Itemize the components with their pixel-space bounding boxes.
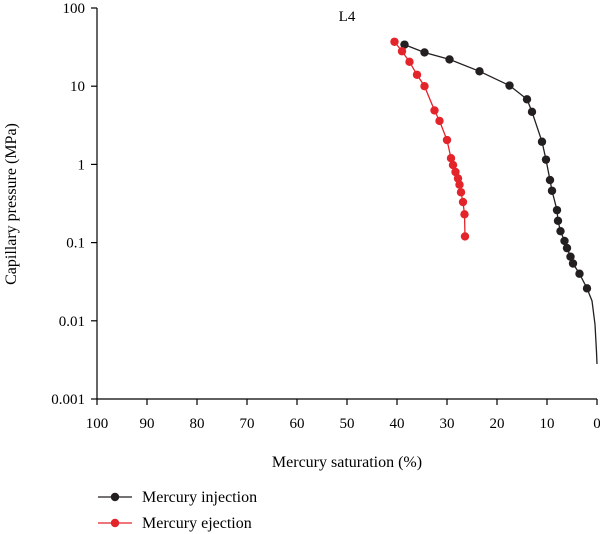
- data-point-injection: [475, 67, 484, 76]
- x-tick-label: 70: [240, 416, 255, 432]
- x-tick-label: 50: [340, 416, 355, 432]
- x-tick-label: 80: [190, 416, 205, 432]
- y-tick-label: 0.1: [66, 236, 85, 252]
- data-point-ejection: [446, 154, 456, 163]
- x-tick-label: 60: [290, 416, 305, 432]
- data-point-ejection: [456, 188, 466, 197]
- x-tick-label: 10: [540, 416, 555, 432]
- x-tick-label: 100: [86, 416, 109, 432]
- x-tick-label: 0: [593, 416, 600, 432]
- data-point-ejection: [451, 167, 460, 177]
- data-point-ejection: [430, 106, 439, 115]
- legend-label: Mercury injection: [142, 489, 257, 506]
- data-point-injection: [566, 252, 575, 261]
- series-line-ejection: [393, 41, 466, 237]
- data-point-injection: [582, 284, 592, 293]
- data-point-ejection: [420, 82, 429, 91]
- data-point-injection: [541, 155, 551, 164]
- x-tick-label: 30: [440, 416, 455, 432]
- y-axis-title: Capillary pressure (MPa): [3, 123, 20, 285]
- y-tick-label: 100: [63, 1, 86, 17]
- series-line-injection: [404, 44, 598, 365]
- data-point-injection: [537, 137, 547, 146]
- data-point-ejection: [460, 210, 469, 219]
- data-point-injection: [547, 186, 557, 195]
- x-tick-label: 40: [390, 416, 405, 432]
- legend-marker: [110, 492, 120, 502]
- data-point-ejection: [455, 180, 464, 189]
- data-point-ejection: [397, 47, 407, 56]
- y-tick-label: 1: [78, 157, 86, 173]
- data-point-ejection: [405, 57, 414, 67]
- data-point-ejection: [390, 37, 399, 46]
- data-point-injection: [575, 269, 584, 278]
- data-point-ejection: [448, 160, 458, 170]
- data-point-ejection: [458, 197, 468, 207]
- data-point-ejection: [442, 135, 452, 145]
- y-axis-ticks: 0.001 0.01 0.1 1 10 100: [51, 1, 97, 408]
- data-point-injection: [562, 243, 572, 253]
- x-axis-ticks: 100 90 80 70 60 50 40 30 20 10 0: [86, 399, 600, 432]
- data-point-injection: [400, 40, 409, 49]
- series-layer: [390, 37, 598, 365]
- x-tick-label: 90: [140, 416, 155, 432]
- legend-label: Mercury ejection: [142, 515, 252, 532]
- x-tick-label: 20: [490, 416, 505, 432]
- data-point-injection: [527, 107, 537, 117]
- data-point-injection: [522, 95, 532, 104]
- chart-title: L4: [339, 9, 356, 25]
- legend-marker: [110, 518, 120, 528]
- y-tick-label: 0.01: [59, 314, 85, 330]
- data-point-ejection: [412, 70, 422, 79]
- x-axis-title: Mercury saturation (%): [272, 454, 422, 471]
- data-point-injection: [568, 259, 578, 268]
- data-point-ejection: [435, 116, 444, 126]
- data-point-injection: [556, 226, 565, 236]
- data-point-injection: [545, 175, 555, 185]
- data-point-injection: [505, 81, 514, 90]
- data-point-injection: [553, 216, 563, 226]
- data-point-injection: [445, 55, 454, 64]
- legend: Mercury injection Mercury ejection: [98, 489, 257, 532]
- data-point-injection: [560, 236, 569, 246]
- data-point-injection: [420, 48, 429, 57]
- data-point-injection: [552, 205, 562, 215]
- y-tick-label: 10: [70, 79, 85, 95]
- data-point-ejection: [460, 232, 470, 241]
- y-tick-label: 0.001: [51, 392, 85, 408]
